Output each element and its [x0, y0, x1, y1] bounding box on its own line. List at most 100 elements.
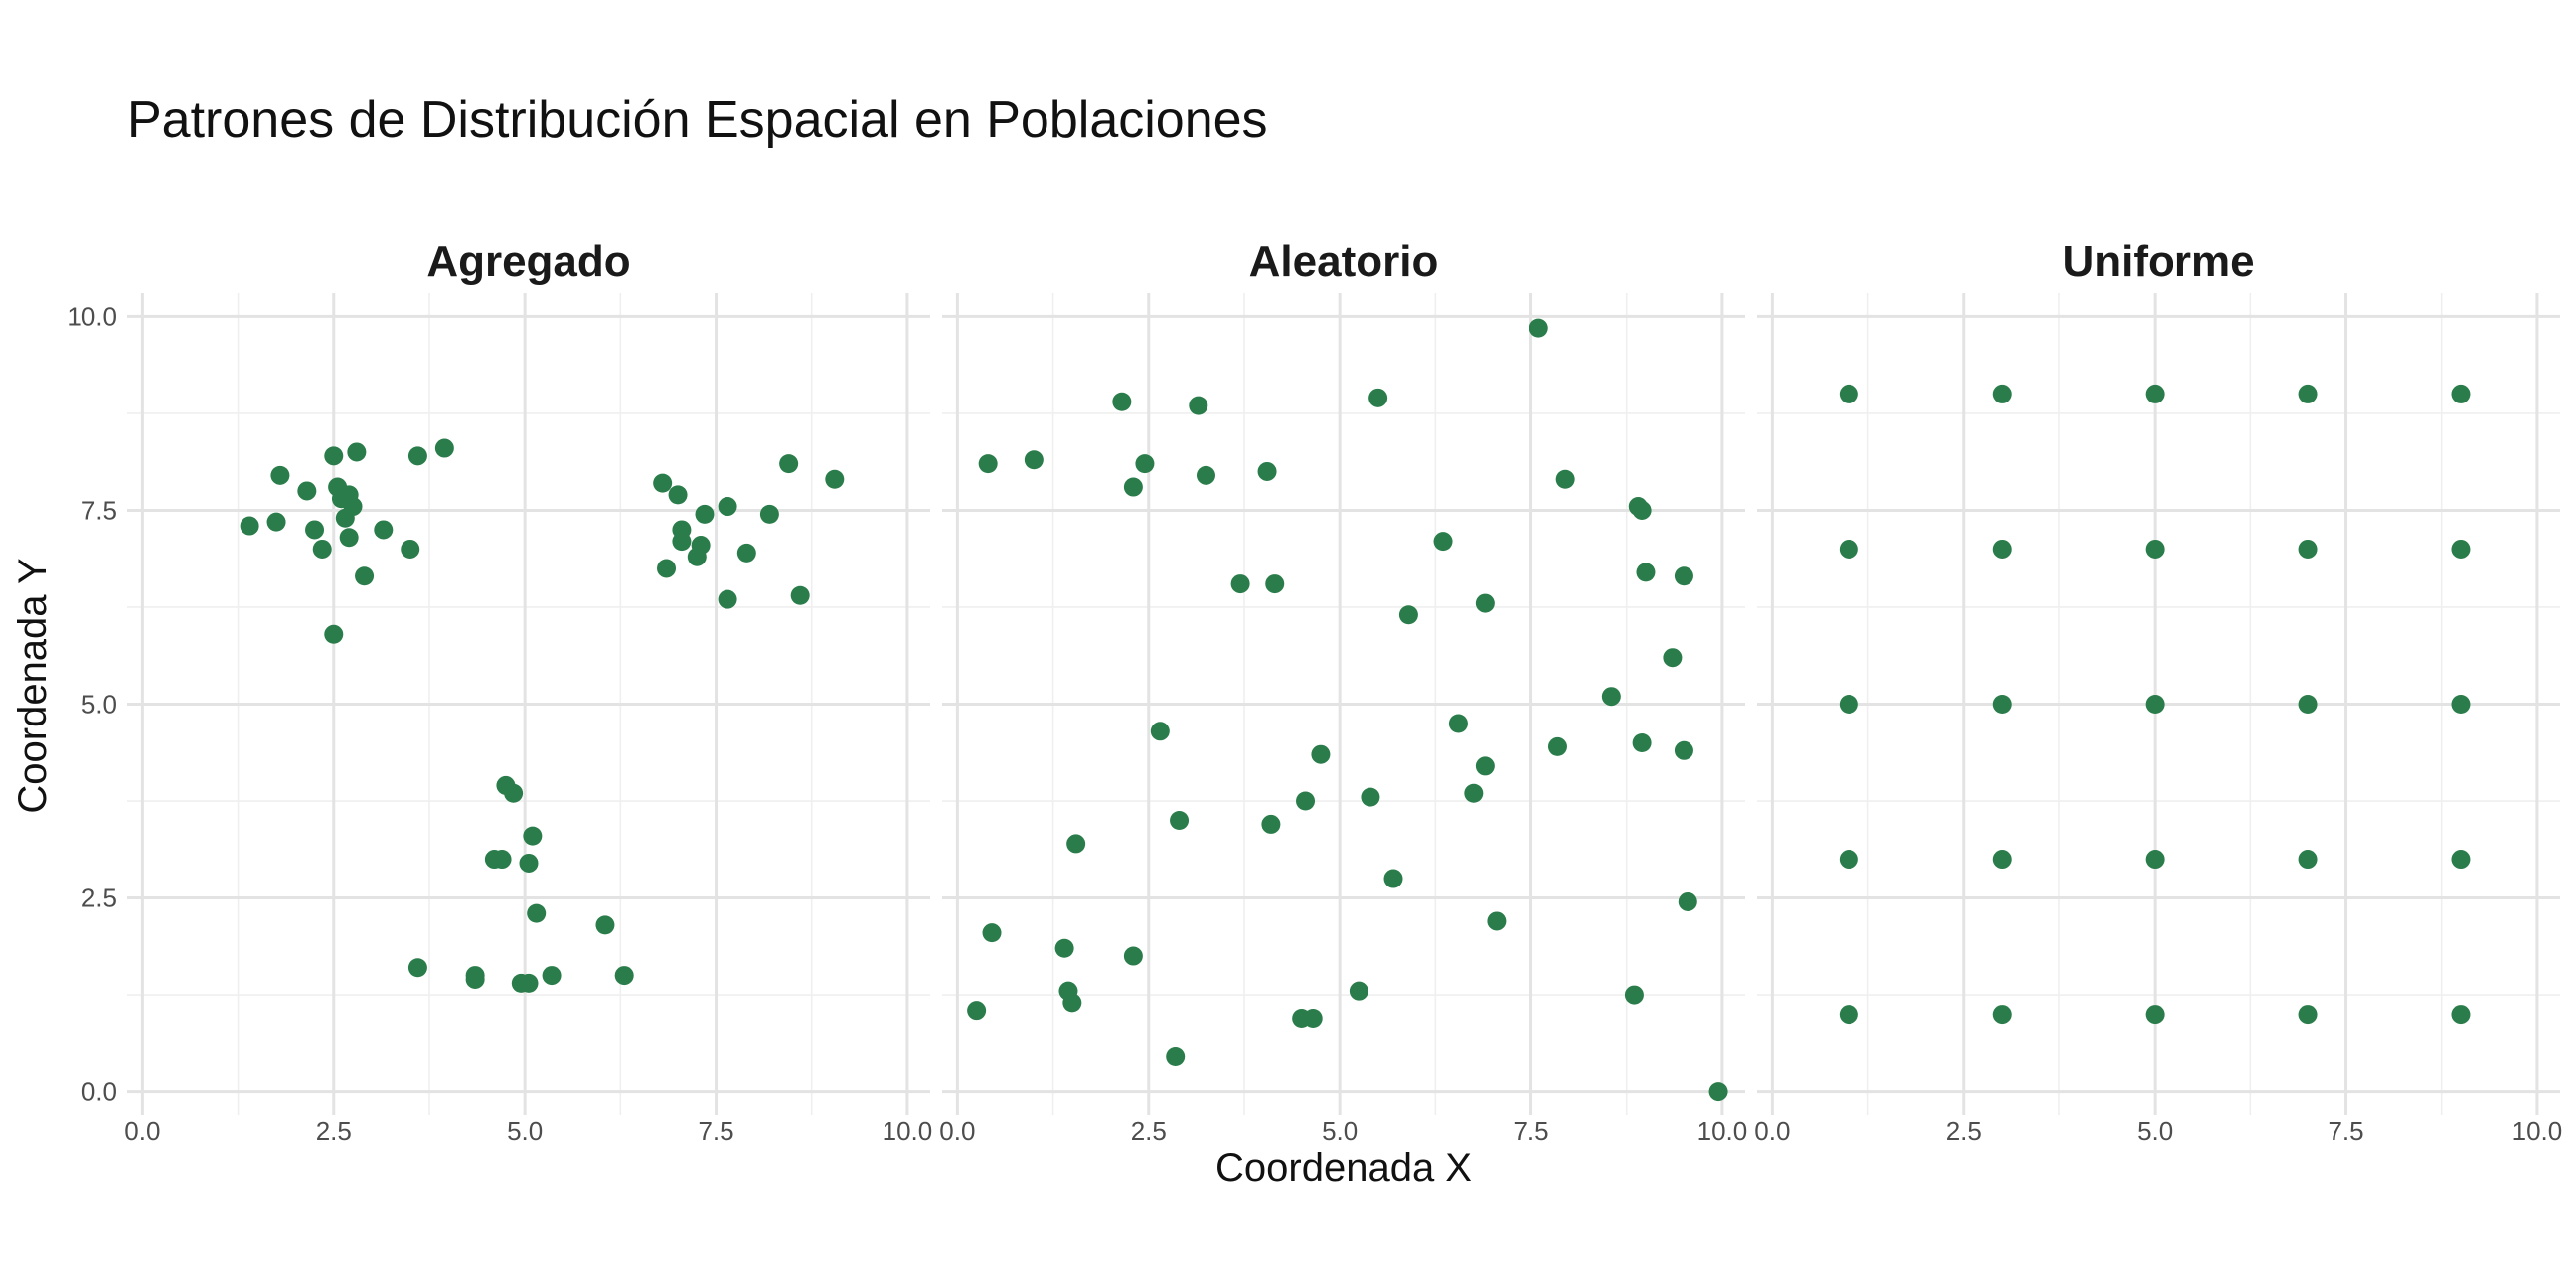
- data-point: [759, 504, 779, 524]
- x-tick-label: 2.5: [1131, 1116, 1167, 1146]
- data-point: [1311, 744, 1331, 764]
- data-point: [355, 566, 375, 586]
- data-point: [339, 528, 359, 548]
- data-point: [1839, 539, 1858, 559]
- data-point: [1261, 814, 1281, 834]
- data-point: [1632, 733, 1652, 753]
- x-tick-label: 0.0: [1754, 1116, 1790, 1146]
- data-point: [691, 536, 711, 556]
- data-point: [2298, 695, 2318, 714]
- data-point: [324, 624, 344, 644]
- y-tick-label: 10.0: [67, 301, 117, 331]
- data-point: [595, 915, 615, 935]
- data-point: [1839, 1005, 1858, 1025]
- panel-strip-label: Aleatorio: [1249, 238, 1439, 286]
- data-point: [1624, 985, 1644, 1005]
- panel-agregado: Agregado 0.0 2.5 5.0 7.5 10.0 0.0 2.5 5.0 7.5 10.0: [67, 238, 932, 1146]
- data-point: [1992, 539, 2012, 559]
- x-tick-label: 7.5: [2328, 1116, 2363, 1146]
- panel-uniforme: Uniforme 0.0 2.5 5.0 7.5 10.0: [1754, 238, 2562, 1146]
- data-point: [1839, 850, 1858, 870]
- data-point: [407, 958, 427, 978]
- data-point: [312, 539, 332, 559]
- y-axis-title: Coordenada Y: [11, 558, 55, 813]
- data-point: [1368, 388, 1388, 407]
- y-tick-label: 0.0: [81, 1077, 117, 1107]
- x-tick-label: 0.0: [939, 1116, 975, 1146]
- data-point: [1547, 736, 1567, 756]
- data-point: [401, 539, 420, 559]
- y-tick-label: 7.5: [81, 495, 117, 525]
- data-point: [1674, 566, 1693, 586]
- data-point: [542, 966, 562, 986]
- x-tick-label: 10.0: [1697, 1116, 1748, 1146]
- data-point: [1464, 783, 1484, 803]
- data-point: [2451, 1005, 2471, 1025]
- data-point: [1062, 993, 1082, 1013]
- data-point: [1663, 648, 1683, 668]
- data-point: [1150, 722, 1170, 741]
- data-point: [695, 504, 715, 524]
- data-point: [1678, 891, 1697, 911]
- data-point: [1839, 695, 1858, 714]
- x-tick-label: 7.5: [1513, 1116, 1548, 1146]
- data-point: [736, 543, 756, 563]
- data-point: [614, 966, 634, 986]
- data-point: [1433, 532, 1453, 552]
- data-point: [790, 585, 810, 605]
- data-point: [2451, 695, 2471, 714]
- y-tick-label: 5.0: [81, 690, 117, 720]
- data-point: [465, 969, 485, 989]
- data-point: [668, 485, 688, 505]
- data-point: [527, 903, 547, 923]
- data-point: [1166, 1046, 1186, 1066]
- data-point: [1123, 946, 1143, 966]
- data-point: [1601, 687, 1621, 707]
- data-point: [1112, 392, 1132, 411]
- data-point: [1257, 461, 1277, 481]
- panel-strip-label: Agregado: [426, 238, 630, 286]
- chart-title: Patrones de Distribución Espacial en Pob…: [127, 91, 1268, 149]
- data-point: [2451, 539, 2471, 559]
- data-point: [1361, 787, 1380, 807]
- data-point: [1632, 500, 1652, 520]
- data-point: [2298, 384, 2318, 403]
- x-tick-label: 7.5: [698, 1116, 733, 1146]
- panel-aleatorio: Aleatorio 0.0 2.5 5.0 7.5 10.0: [939, 238, 1747, 1146]
- data-point: [519, 973, 539, 993]
- data-point: [1636, 563, 1656, 582]
- data-point: [1349, 981, 1368, 1001]
- data-point: [1123, 477, 1143, 497]
- data-point: [2145, 384, 2165, 403]
- data-point: [492, 850, 512, 870]
- data-point: [978, 454, 998, 474]
- x-tick-label: 5.0: [1322, 1116, 1358, 1146]
- data-point: [324, 446, 344, 466]
- data-point: [434, 438, 454, 458]
- data-point: [1398, 605, 1418, 625]
- x-tick-label: 2.5: [316, 1116, 352, 1146]
- data-point: [825, 469, 845, 489]
- data-point: [2451, 384, 2471, 403]
- data-point: [374, 520, 394, 540]
- data-point: [1555, 469, 1575, 489]
- data-point: [718, 497, 737, 517]
- data-point: [504, 783, 524, 803]
- data-point: [2298, 850, 2318, 870]
- data-point: [2145, 539, 2165, 559]
- data-point: [523, 826, 543, 846]
- data-point: [967, 1001, 987, 1021]
- data-point: [1674, 740, 1693, 760]
- data-point: [1708, 1082, 1728, 1102]
- data-point: [1383, 869, 1403, 888]
- data-point: [266, 512, 286, 532]
- data-point: [1296, 791, 1316, 811]
- data-point: [1303, 1008, 1323, 1028]
- data-point: [305, 520, 325, 540]
- data-point: [2145, 850, 2165, 870]
- data-point: [1992, 695, 2012, 714]
- data-point: [657, 559, 677, 578]
- data-point: [343, 497, 363, 517]
- data-point: [347, 442, 367, 462]
